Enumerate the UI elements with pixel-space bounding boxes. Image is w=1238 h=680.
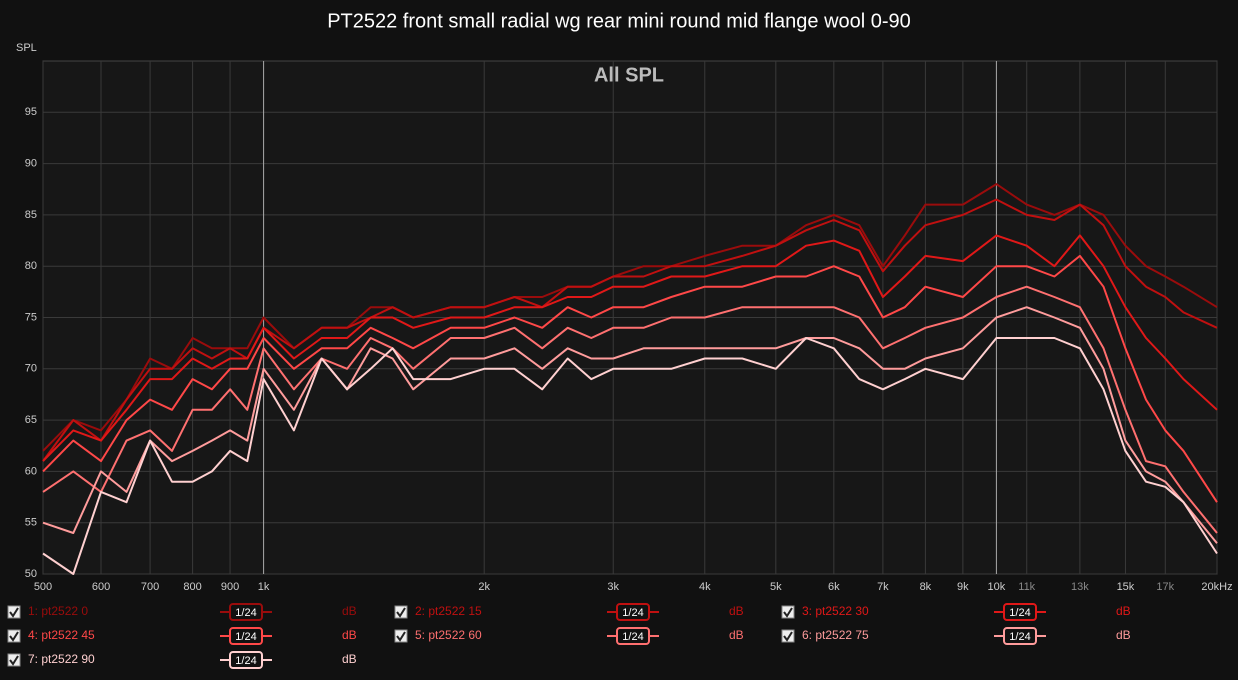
x-tick-label: 500 <box>34 581 52 593</box>
smoothing-label: 1/24 <box>235 631 256 643</box>
legend-label: 3: pt2522 30 <box>802 604 869 618</box>
smoothing-box <box>1003 627 1037 645</box>
x-tick-label: 700 <box>141 581 159 593</box>
x-tick-label: 6k <box>828 581 840 593</box>
y-tick-label: 90 <box>25 158 37 170</box>
unit-label: dB <box>342 604 357 618</box>
subtitle: All SPL <box>594 64 664 86</box>
y-tick-label: 85 <box>25 209 37 221</box>
smoothing-label: 1/24 <box>1009 631 1030 643</box>
legend-label: 5: pt2522 60 <box>415 628 482 642</box>
series-line <box>42 254 1218 503</box>
x-tick-label: 600 <box>92 581 110 593</box>
y-tick-label: 80 <box>25 260 37 272</box>
legend-entry[interactable]: 1: pt2522 0 1/24 dB <box>7 603 357 621</box>
chart-title: PT2522 front small radial wg rear mini r… <box>327 10 911 32</box>
unit-label: dB <box>342 628 357 642</box>
x-tick-label: 15k <box>1117 581 1135 593</box>
series-line <box>42 306 1218 544</box>
smoothing-label: 1/24 <box>235 655 256 667</box>
smoothing-box <box>229 627 263 645</box>
x-tick-label: 4k <box>699 581 711 593</box>
legend-entry[interactable]: 2: pt2522 15 1/24 dB <box>394 603 744 621</box>
x-tick-label: 900 <box>221 581 239 593</box>
checkmark <box>396 631 406 642</box>
x-tick-label: 800 <box>183 581 201 593</box>
y-tick-label: 55 <box>25 517 37 529</box>
y-axis-label: SPL <box>16 42 37 54</box>
series-line <box>42 198 1218 462</box>
y-tick-label: 75 <box>25 311 37 323</box>
checkmark <box>783 607 793 618</box>
smoothing-box <box>616 603 650 621</box>
legend-label: 1: pt2522 0 <box>28 604 88 618</box>
legend-label: 4: pt2522 45 <box>28 628 95 642</box>
x-tick-label: 11k <box>1018 581 1035 593</box>
legend-entry[interactable]: 3: pt2522 30 1/24 dB <box>781 603 1131 621</box>
x-tick-label: 7k <box>877 581 889 593</box>
checkmark <box>9 655 19 666</box>
y-tick-label: 65 <box>25 414 37 426</box>
unit-label: dB <box>1116 628 1131 642</box>
x-tick-label: 5k <box>770 581 782 593</box>
unit-label: dB <box>1116 604 1131 618</box>
y-tick-label: 60 <box>25 465 37 477</box>
x-tick-label: 9k <box>957 581 969 593</box>
smoothing-box <box>229 651 263 669</box>
checkmark <box>783 631 793 642</box>
legend-entry[interactable]: 5: pt2522 60 1/24 dB <box>394 627 744 645</box>
legend-label: 7: pt2522 90 <box>28 652 95 666</box>
series-line <box>42 337 1218 575</box>
series-line <box>42 234 1218 462</box>
x-tick-label: 10k <box>988 581 1006 593</box>
legend-entry[interactable]: 7: pt2522 90 1/24 dB <box>7 651 357 669</box>
x-tick-label: 17k <box>1156 581 1174 593</box>
x-tick-label: 2k <box>478 581 490 593</box>
smoothing-label: 1/24 <box>622 607 643 619</box>
legend-entry[interactable]: 6: pt2522 75 1/24 dB <box>781 627 1131 645</box>
smoothing-label: 1/24 <box>1009 607 1030 619</box>
checkmark <box>9 607 19 618</box>
y-tick-label: 50 <box>25 568 37 580</box>
x-tick-label: 3k <box>607 581 619 593</box>
smoothing-box <box>229 603 263 621</box>
smoothing-label: 1/24 <box>235 607 256 619</box>
x-tick-label: 8k <box>920 581 932 593</box>
x-tick-label: 13k <box>1071 581 1089 593</box>
checkmark <box>396 607 406 618</box>
x-tick-label: 1k <box>258 581 270 593</box>
series-line <box>42 285 1218 534</box>
legend-label: 6: pt2522 75 <box>802 628 869 642</box>
checkmark <box>9 631 19 642</box>
x-tick-label: 20kHz <box>1201 581 1232 593</box>
unit-label: dB <box>729 604 744 618</box>
smoothing-label: 1/24 <box>622 631 643 643</box>
y-tick-label: 95 <box>25 106 37 118</box>
unit-label: dB <box>342 652 357 666</box>
unit-label: dB <box>729 628 744 642</box>
smoothing-box <box>1003 603 1037 621</box>
legend-label: 2: pt2522 15 <box>415 604 482 618</box>
smoothing-box <box>616 627 650 645</box>
legend-entry[interactable]: 4: pt2522 45 1/24 dB <box>7 627 357 645</box>
y-tick-label: 70 <box>25 363 37 375</box>
